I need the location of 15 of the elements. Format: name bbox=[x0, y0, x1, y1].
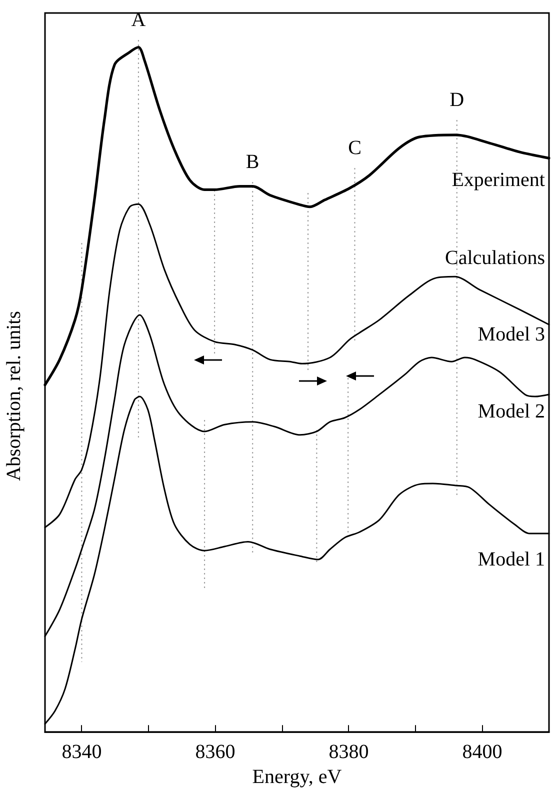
x-tick-label: 8340 bbox=[62, 741, 102, 764]
series-label: Model 1 bbox=[478, 548, 545, 570]
ref-line-label: D bbox=[450, 89, 464, 111]
ref-line-label: B bbox=[246, 151, 260, 173]
annotation: Calculations bbox=[445, 247, 546, 269]
series-label: Model 3 bbox=[478, 324, 545, 346]
x-axis-title: Energy, eV bbox=[252, 766, 342, 788]
x-tick-label: 8400 bbox=[462, 741, 502, 764]
y-axis-title: Absorption, rel. units bbox=[3, 310, 25, 481]
series-label: Experiment bbox=[452, 169, 546, 192]
ref-line-label: A bbox=[131, 9, 146, 31]
x-tick-label: 8380 bbox=[328, 741, 369, 764]
ref-line-label: C bbox=[348, 137, 362, 159]
series-label: Model 2 bbox=[478, 400, 545, 422]
x-tick-label: 8360 bbox=[195, 741, 236, 764]
